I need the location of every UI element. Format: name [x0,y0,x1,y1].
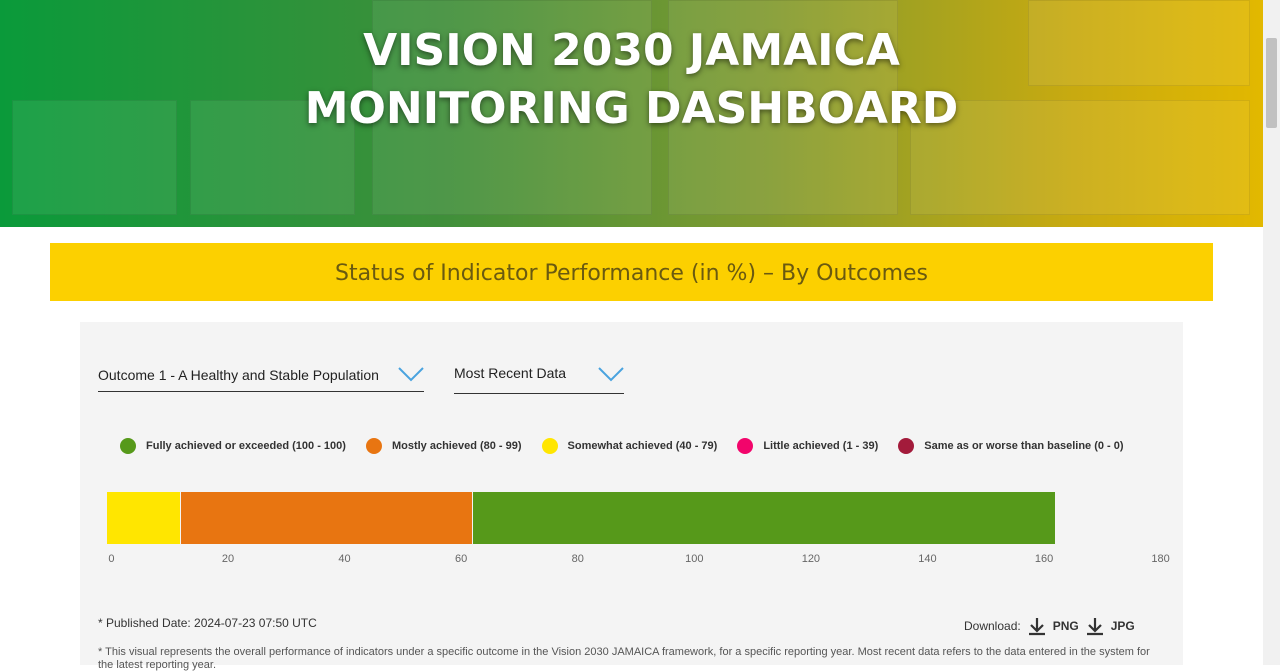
x-tick-label: 80 [571,553,584,565]
legend-label: Somewhat achieved (40 - 79) [567,440,718,452]
x-tick-label: 160 [1034,553,1054,565]
scrollbar-thumb[interactable] [1266,38,1277,128]
scrollbar[interactable] [1263,0,1280,665]
legend-item[interactable]: Somewhat achieved (40 - 79) [541,438,718,454]
outcome-select[interactable]: Outcome 1 - A Healthy and Stable Populat… [98,362,424,392]
legend-swatch [120,438,136,454]
legend-item[interactable]: Same as or worse than baseline (0 - 0) [898,438,1124,454]
download-jpg-link[interactable]: JPG [1110,619,1135,633]
chevron-down-icon [398,367,424,382]
x-tick-label: 20 [221,553,235,565]
hero-photo [1028,0,1250,86]
legend-label: Fully achieved or exceeded (100 - 100) [146,440,346,452]
period-select-value: Most Recent Data [454,365,567,381]
hero-photo [372,0,652,215]
bar-segment[interactable] [181,492,472,544]
download-group: Download: PNG JPG [964,616,1135,636]
x-tick-label: 140 [918,553,937,565]
legend-item[interactable]: Mostly achieved (80 - 99) [365,438,522,454]
legend-swatch [365,438,382,454]
legend-label: Little achieved (1 - 39) [763,440,879,452]
x-tick-label: 0 [108,553,115,565]
legend-swatch [541,438,558,454]
hero-photo [910,100,1250,215]
period-select[interactable]: Most Recent Data [454,362,624,394]
outcome-select-value: Outcome 1 - A Healthy and Stable Populat… [98,367,379,383]
legend-label: Mostly achieved (80 - 99) [391,440,522,452]
chart-legend: Fully achieved or exceeded (100 - 100) Mo… [120,438,1124,454]
published-date: * Published Date: 2024-07-23 07:50 UTC [98,616,317,630]
chart-panel: Outcome 1 - A Healthy and Stable Populat… [80,322,1183,671]
hero-photo [190,100,355,215]
x-tick-label: 120 [801,553,821,565]
bar-segment[interactable] [472,492,1055,544]
legend-item[interactable]: Fully achieved or exceeded (100 - 100) [120,438,346,454]
download-icon[interactable] [1085,616,1105,636]
hero-banner: VISION 2030 JAMAICA MONITORING DASHBOARD [0,0,1263,227]
hero-photo [12,100,177,215]
chevron-down-icon [598,367,624,382]
footnote: * This visual represents the overall per… [98,646,1150,671]
legend-item[interactable]: Little achieved (1 - 39) [737,438,878,454]
legend-swatch [737,438,754,454]
legend-label: Same as or worse than baseline (0 - 0) [924,440,1124,452]
title-line-1: VISION 2030 JAMAICA [363,25,900,76]
title-line-2: MONITORING DASHBOARD [304,83,959,134]
x-tick-label: 100 [685,553,704,565]
x-tick-label: 180 [1151,553,1170,565]
hero-photo [668,0,898,215]
download-png-link[interactable]: PNG [1052,619,1079,633]
x-tick-label: 60 [455,553,468,565]
page-title: VISION 2030 JAMAICA MONITORING DASHBOARD [0,22,1263,138]
legend-swatch [898,438,915,454]
download-icon[interactable] [1027,616,1047,636]
bar-segment[interactable] [107,492,181,544]
section-title: Status of Indicator Performance (in %) –… [50,243,1213,301]
download-label: Download: [964,619,1021,633]
x-tick-label: 40 [338,553,351,565]
